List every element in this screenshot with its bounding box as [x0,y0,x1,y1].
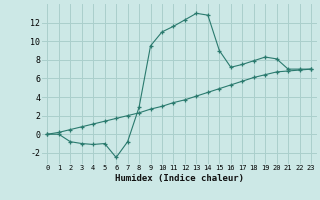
X-axis label: Humidex (Indice chaleur): Humidex (Indice chaleur) [115,174,244,183]
